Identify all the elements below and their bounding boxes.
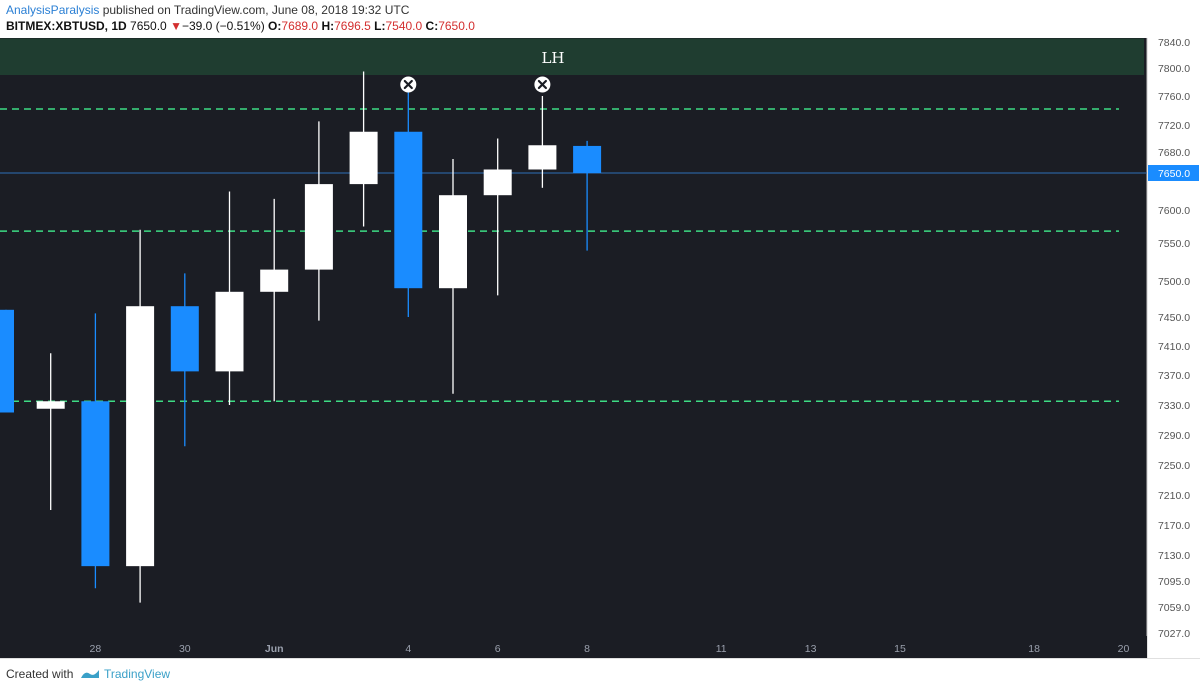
y-tick-label: 7130.0 (1158, 550, 1190, 562)
low-value: 7540.0 (385, 19, 423, 33)
x-tick-label: 8 (584, 643, 590, 655)
candle-body (528, 145, 557, 170)
tradingview-brand-link[interactable]: TradingView (104, 667, 171, 681)
y-tick-label: 7027.0 (1158, 628, 1190, 640)
x-tick-label: 18 (1028, 643, 1040, 655)
tradingview-logo-icon[interactable] (80, 666, 100, 682)
x-tick-label: 6 (495, 643, 501, 655)
candle-body (573, 145, 602, 173)
published-text: published on TradingView.com, June 08, 2… (99, 3, 410, 17)
x-tick-label: 15 (894, 643, 906, 655)
y-tick-label: 7680.0 (1158, 147, 1190, 159)
y-tick-label: 7760.0 (1158, 91, 1190, 103)
y-tick-label: 7720.0 (1158, 120, 1190, 132)
y-tick-label: 7250.0 (1158, 460, 1190, 472)
x-tick-label: 11 (716, 643, 727, 655)
candle-body (170, 306, 199, 372)
lh-zone (0, 38, 1144, 75)
candle-body (81, 401, 110, 567)
y-tick-label: 7210.0 (1158, 490, 1190, 502)
current-price-tag (1148, 165, 1199, 181)
candle-body (439, 195, 467, 289)
x-tick-label: 4 (405, 643, 411, 655)
candle-body (349, 131, 378, 185)
candle-body (394, 131, 423, 289)
price-change: −39.0 (−0.51%) (181, 19, 265, 33)
candle-body (215, 291, 244, 372)
high-value: 7696.5 (334, 19, 371, 33)
y-tick-label: 7550.0 (1158, 238, 1190, 250)
last-price: 7650.0 (130, 19, 167, 33)
candle-body (36, 401, 65, 409)
close-label: C: (425, 19, 439, 33)
y-tick-label: 7059.0 (1158, 602, 1190, 614)
y-tick-label: 7500.0 (1158, 276, 1190, 288)
x-mark (537, 79, 547, 90)
current-price-tag-label: 7650.0 (1158, 168, 1190, 180)
high-label: H: (321, 19, 335, 33)
y-tick-label: 7840.0 (1158, 38, 1190, 49)
author-link[interactable]: AnalysisParalysis (6, 3, 100, 17)
footer: Created with TradingView (0, 658, 1200, 689)
x-tick-label: Jun (265, 643, 284, 655)
candle-body (260, 269, 289, 292)
y-tick-label: 7600.0 (1158, 205, 1190, 217)
created-with-text: Created with (6, 667, 74, 681)
y-tick-label: 7170.0 (1158, 520, 1190, 532)
y-tick-label: 7410.0 (1158, 341, 1190, 353)
lh-zone-label: LH (541, 49, 564, 67)
open-value: 7689.0 (281, 19, 319, 33)
y-tick-label: 7290.0 (1158, 430, 1190, 442)
ohlc-line: BITMEX:XBTUSD, 1D 7650.0 ▼−39.0 (−0.51%)… (6, 19, 475, 33)
x-tick-label: 20 (1118, 643, 1130, 655)
open-label: O: (268, 19, 282, 33)
chart-area[interactable]: LH 7840.0 7800.0 7760.0 7720.0 7680.0 7650.0 76… (0, 38, 1200, 658)
candle-body (126, 306, 155, 567)
x-tick-label: 13 (805, 643, 817, 655)
symbol-label[interactable]: BITMEX:XBTUSD, 1D (6, 19, 127, 33)
y-tick-label: 7330.0 (1158, 400, 1190, 412)
y-tick-label: 7095.0 (1158, 576, 1190, 588)
y-tick-label: 7370.0 (1158, 370, 1190, 382)
x-tick-label: 28 (90, 643, 102, 655)
x-tick-label: 30 (179, 643, 191, 655)
down-arrow-icon: ▼ (170, 19, 182, 33)
publish-info: AnalysisParalysis published on TradingVi… (6, 3, 409, 17)
candle-body (304, 184, 333, 270)
y-tick-label: 7450.0 (1158, 312, 1190, 324)
candle-body (483, 169, 512, 196)
chart-header: AnalysisParalysis published on TradingVi… (0, 0, 1200, 38)
y-tick-label: 7800.0 (1158, 63, 1190, 75)
low-label: L: (374, 19, 386, 33)
time-axis-background (0, 636, 1147, 658)
x-mark (403, 79, 413, 90)
candle-body (0, 309, 14, 413)
price-axis-background (1147, 38, 1200, 658)
candlestick-chart[interactable]: LH 7840.0 7800.0 7760.0 7720.0 7680.0 7650.0 76… (0, 38, 1200, 658)
close-value: 7650.0 (438, 19, 475, 33)
